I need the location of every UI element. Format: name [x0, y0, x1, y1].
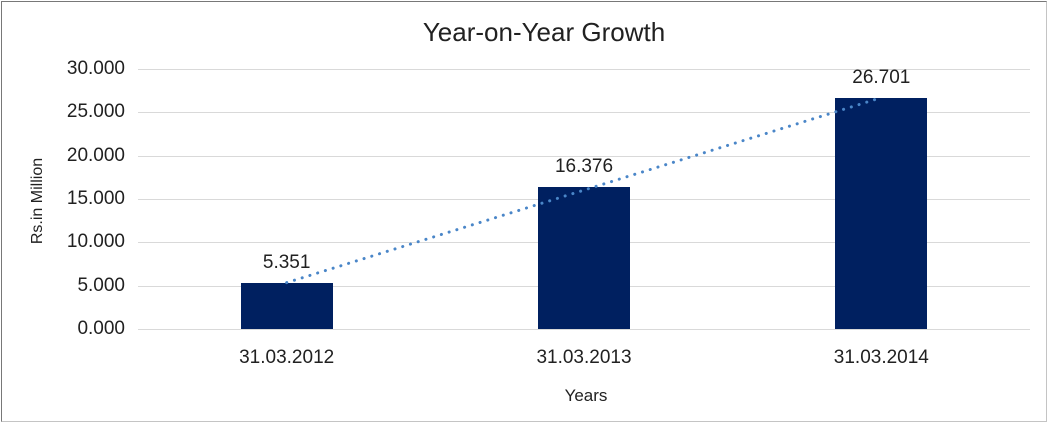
bar-value-label: 26.701 [852, 66, 911, 88]
chart-frame: Year-on-Year Growth Rs.in Million 0.000 5… [1, 1, 1047, 422]
y-tick-label: 25.000 [66, 101, 125, 123]
bar-value-label: 5.351 [262, 251, 311, 273]
x-category-label: 31.03.2013 [536, 347, 632, 368]
bar [240, 282, 333, 329]
gridline [138, 329, 1030, 330]
bar [538, 187, 630, 329]
x-axis-title: Years [564, 386, 608, 405]
bar-value-label: 16.376 [554, 156, 614, 178]
bar [835, 97, 928, 329]
x-category-label: 31.03.2012 [239, 347, 335, 368]
y-tick-label: 30.000 [66, 58, 125, 79]
y-tick-label: 5.000 [77, 274, 125, 296]
y-tick-label: 0.000 [77, 318, 125, 339]
chart-title: Year-on-Year Growth [422, 17, 666, 47]
y-tick-label: 10.000 [66, 231, 125, 253]
gridline [138, 69, 1030, 70]
y-tick-label: 15.000 [66, 188, 125, 209]
y-tick-label: 20.000 [66, 144, 125, 166]
x-category-label: 31.03.2014 [833, 347, 929, 368]
